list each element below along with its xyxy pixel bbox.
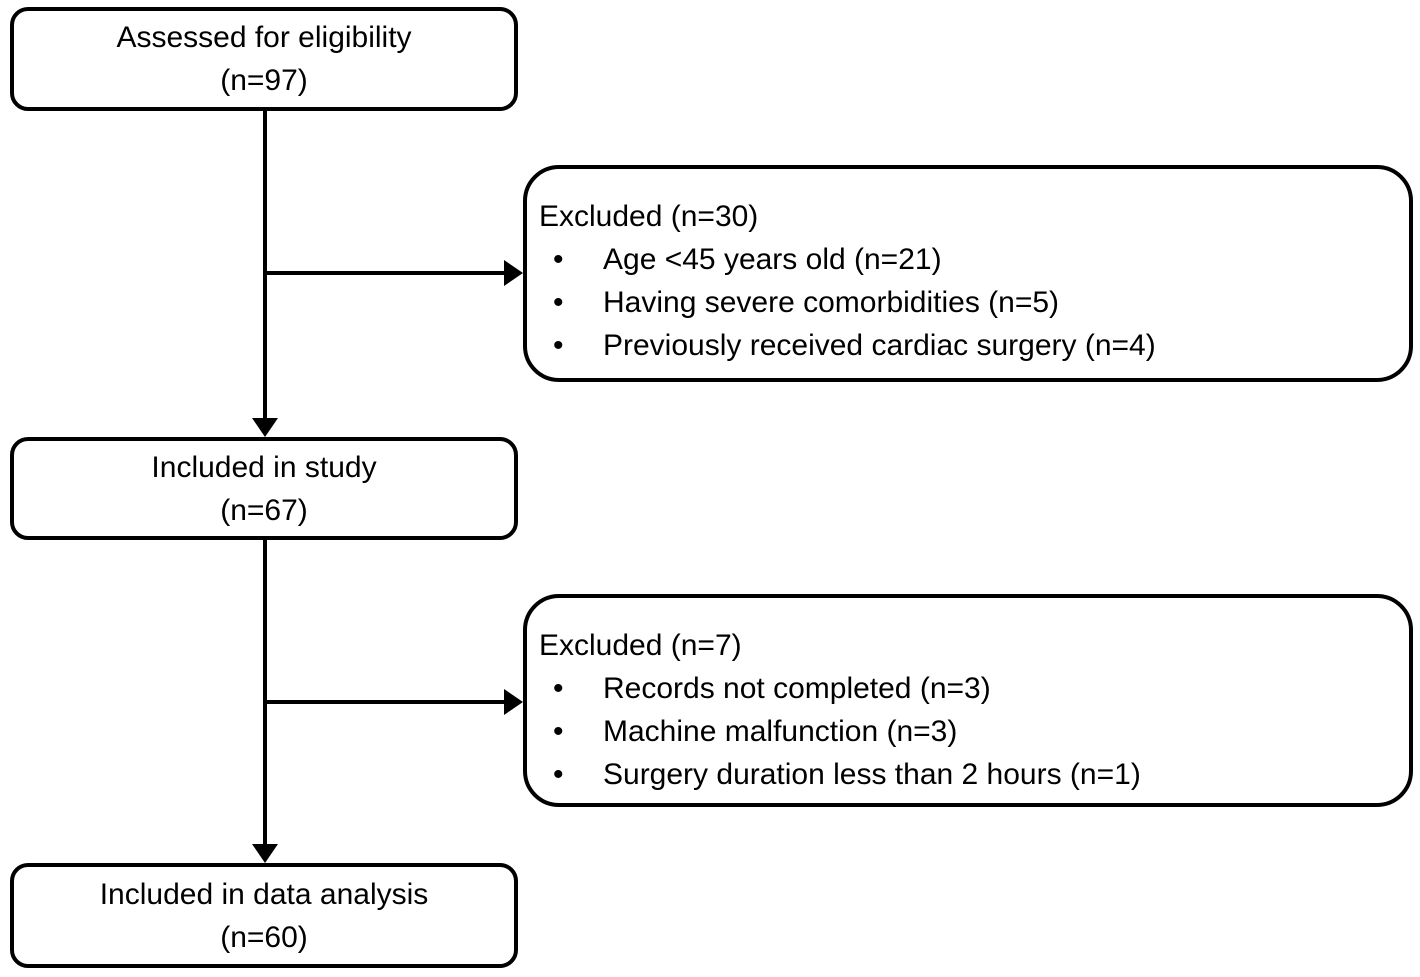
- bullet-icon: •: [553, 758, 564, 791]
- flow-box-included-study-label: Included in study: [151, 450, 377, 484]
- arrowhead-right-icon: [504, 260, 523, 286]
- flow-box-excluded-1: Excluded (n=30) • Age <45 years old (n=2…: [523, 165, 1413, 382]
- bullet-icon: •: [553, 715, 564, 748]
- horizontal-connector-2: [265, 700, 505, 704]
- list-item: • Previously received cardiac surgery (n…: [537, 324, 1389, 367]
- bullet-icon: •: [553, 286, 564, 319]
- excluded-1-list: • Age <45 years old (n=21) • Having seve…: [537, 238, 1389, 367]
- excluded-1-item-1: Age <45 years old (n=21): [603, 243, 942, 276]
- list-item: • Age <45 years old (n=21): [537, 238, 1389, 281]
- flow-box-included-analysis-count: (n=60): [220, 920, 308, 954]
- flow-box-assessed: Assessed for eligibility (n=97): [10, 7, 518, 111]
- bullet-icon: •: [553, 672, 564, 705]
- arrowhead-down-icon: [252, 418, 278, 437]
- excluded-1-item-2: Having severe comorbidities (n=5): [603, 286, 1060, 319]
- bullet-icon: •: [553, 243, 564, 276]
- excluded-2-item-3: Surgery duration less than 2 hours (n=1): [603, 758, 1141, 791]
- list-item: • Having severe comorbidities (n=5): [537, 281, 1389, 324]
- excluded-1-item-3: Previously received cardiac surgery (n=4…: [603, 329, 1156, 362]
- flow-box-included-analysis: Included in data analysis (n=60): [10, 863, 518, 968]
- horizontal-connector-1: [265, 271, 505, 275]
- arrowhead-right-icon: [504, 689, 523, 715]
- vertical-connector-1: [263, 111, 267, 423]
- excluded-2-item-1: Records not completed (n=3): [603, 672, 991, 705]
- list-item: • Records not completed (n=3): [537, 667, 1389, 710]
- excluded-1-title: Excluded (n=30): [539, 200, 759, 233]
- excluded-2-item-2: Machine malfunction (n=3): [603, 715, 958, 748]
- excluded-2-list: • Records not completed (n=3) • Machine …: [537, 667, 1389, 796]
- vertical-connector-2: [263, 540, 267, 849]
- flow-box-excluded-2: Excluded (n=7) • Records not completed (…: [523, 594, 1413, 807]
- bullet-icon: •: [553, 329, 564, 362]
- flow-box-included-study: Included in study (n=67): [10, 437, 518, 540]
- arrowhead-down-icon: [252, 844, 278, 863]
- flow-box-assessed-label: Assessed for eligibility: [116, 21, 412, 54]
- flow-box-included-study-count: (n=67): [220, 493, 308, 527]
- excluded-2-title: Excluded (n=7): [539, 629, 742, 662]
- flow-box-assessed-count: (n=97): [220, 64, 308, 97]
- flow-box-included-analysis-label: Included in data analysis: [99, 877, 429, 911]
- list-item: • Surgery duration less than 2 hours (n=…: [537, 753, 1389, 796]
- list-item: • Machine malfunction (n=3): [537, 710, 1389, 753]
